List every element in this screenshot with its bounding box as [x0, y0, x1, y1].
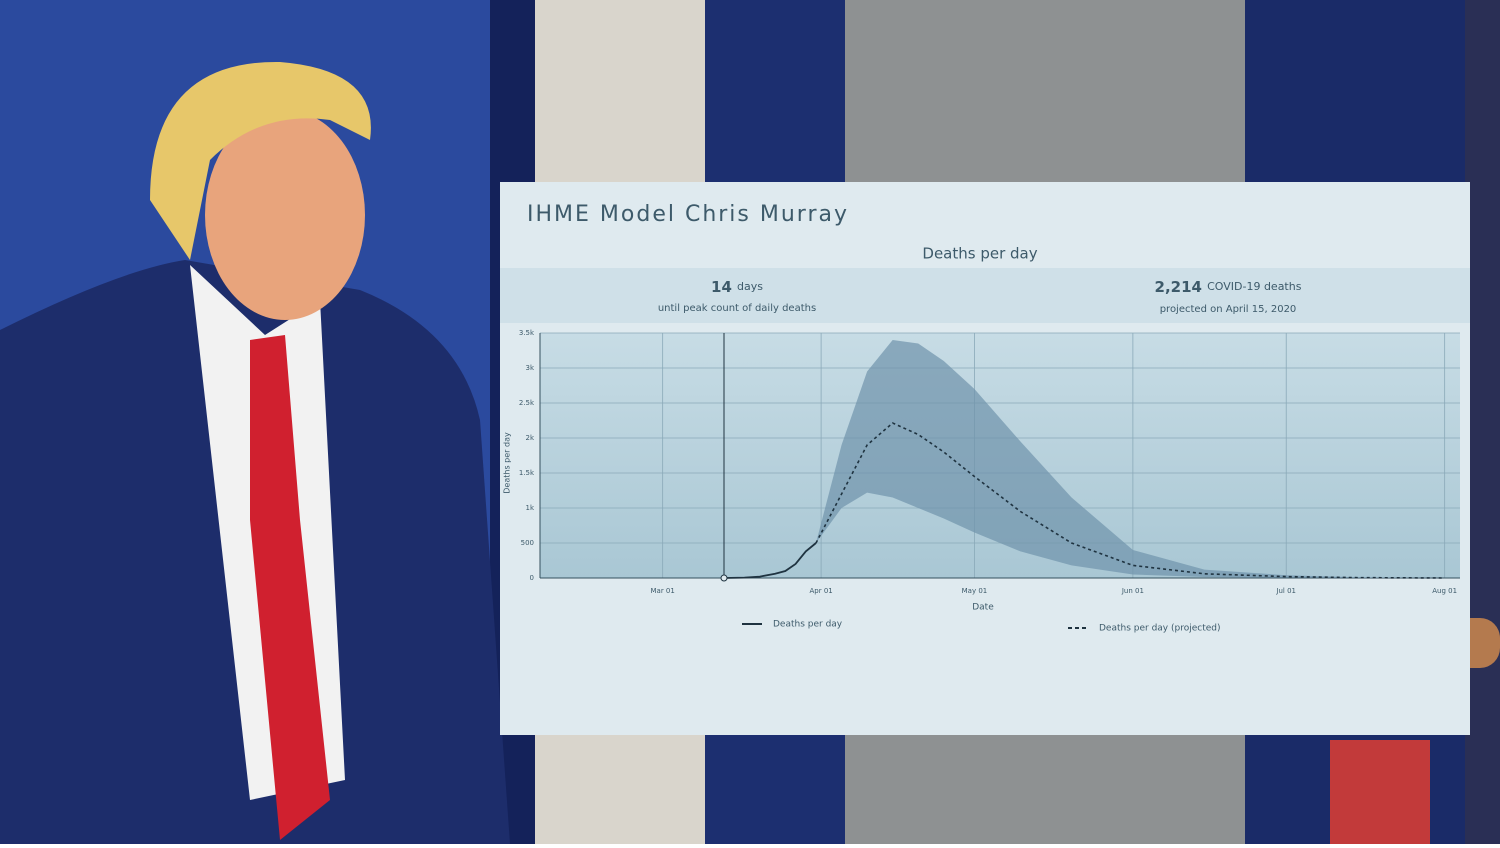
y-tick-label: 1k	[525, 504, 534, 512]
marker-dot	[720, 574, 728, 582]
x-tick-label: Jul 01	[1275, 587, 1296, 595]
stat-strip	[500, 268, 1470, 323]
tie	[250, 335, 330, 840]
y-tick-label: 500	[521, 539, 534, 547]
stat-caption: until peak count of daily deaths	[658, 303, 816, 314]
x-tick-label: Apr 01	[809, 587, 832, 595]
y-tick-label: 1.5k	[519, 469, 535, 477]
x-tick-label: Mar 01	[650, 587, 674, 595]
face	[205, 110, 365, 320]
poster-subtitle: Deaths per day	[922, 245, 1037, 263]
x-tick-label: Aug 01	[1432, 587, 1457, 595]
x-tick-label: Jun 01	[1121, 587, 1144, 595]
flag	[1465, 0, 1500, 844]
y-tick-label: 0	[530, 574, 534, 582]
x-tick-label: May 01	[962, 587, 988, 595]
flag	[1330, 740, 1430, 844]
series-line	[815, 422, 1445, 579]
poster: IHME Model Chris Murray Deaths per day 1…	[500, 182, 1470, 735]
stat-unit: COVID-19 deaths	[1207, 280, 1302, 293]
poster-title: IHME Model Chris Murray	[527, 202, 849, 227]
uncertainty-band	[816, 340, 1445, 578]
legend-label: Deaths per day	[773, 620, 843, 630]
stat-left: 14 days	[711, 277, 763, 296]
legend-label: Deaths per day (projected)	[1099, 624, 1221, 634]
stat-right: 2,214 COVID-19 deaths	[1155, 277, 1302, 296]
stat-caption: projected on April 15, 2020	[1160, 304, 1297, 315]
y-tick-label: 2.5k	[519, 399, 535, 407]
x-axis-label: Date	[972, 603, 994, 613]
series-line	[723, 542, 817, 579]
stat-number: 14	[711, 278, 732, 296]
y-tick-label: 3.5k	[519, 329, 535, 337]
y-axis-label: Deaths per day	[503, 432, 512, 494]
y-tick-label: 2k	[525, 434, 534, 442]
stat-unit: days	[737, 280, 763, 293]
hair	[150, 61, 371, 260]
stat-number: 2,214	[1155, 278, 1202, 296]
y-tick-label: 3k	[525, 364, 534, 372]
